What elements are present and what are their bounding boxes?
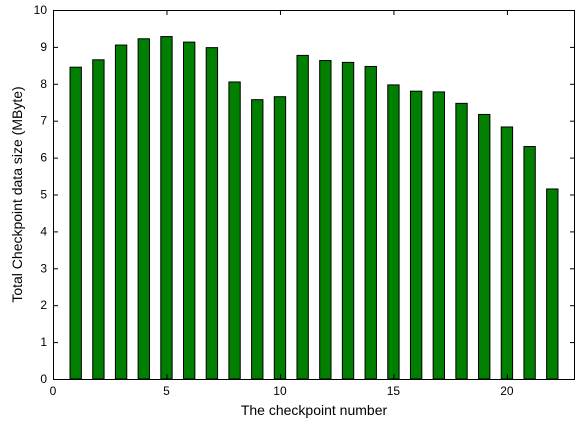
y-tick-label: 9	[40, 40, 47, 54]
y-axis-label: Total Checkpoint data size (MByte)	[9, 86, 25, 302]
bar	[205, 47, 219, 380]
bar-series	[69, 36, 559, 380]
y-tick-label: 8	[40, 77, 47, 91]
tick-labels: 0 1 2 3 4 5 6 7 8 9 10 0 5 10 15 20	[34, 3, 514, 398]
bar	[409, 90, 423, 380]
x-tick-label: 20	[500, 384, 514, 398]
bar	[387, 84, 400, 380]
bar	[478, 113, 491, 380]
bar	[500, 126, 514, 380]
bar	[69, 66, 82, 380]
bar	[455, 102, 468, 380]
y-tick-label: 7	[40, 114, 47, 128]
bar	[546, 188, 559, 380]
bar	[432, 91, 445, 380]
plot-frame	[53, 10, 575, 380]
y-tick-label: 3	[40, 261, 47, 275]
bar	[341, 61, 355, 380]
x-tick-label: 10	[273, 384, 287, 398]
y-tick-label: 4	[40, 224, 47, 238]
bar	[92, 59, 105, 380]
bar	[251, 99, 264, 380]
bar	[319, 60, 332, 380]
x-axis-label: The checkpoint number	[241, 402, 388, 418]
axis-ticks	[53, 10, 575, 380]
y-tick-label: 0	[40, 372, 47, 386]
bar	[137, 38, 150, 380]
bar	[183, 41, 196, 380]
bar	[273, 96, 287, 380]
bar	[114, 44, 128, 380]
y-tick-label: 10	[34, 3, 48, 17]
bar	[364, 65, 377, 380]
bar	[296, 54, 309, 380]
x-tick-label: 0	[50, 384, 57, 398]
bar	[228, 81, 241, 380]
x-tick-label: 5	[163, 384, 170, 398]
y-tick-label: 5	[40, 188, 47, 202]
y-tick-label: 1	[40, 335, 47, 349]
bar	[523, 146, 536, 380]
y-tick-label: 6	[40, 151, 47, 165]
x-tick-label: 15	[387, 384, 401, 398]
bar	[160, 36, 173, 380]
y-tick-label: 2	[40, 298, 47, 312]
